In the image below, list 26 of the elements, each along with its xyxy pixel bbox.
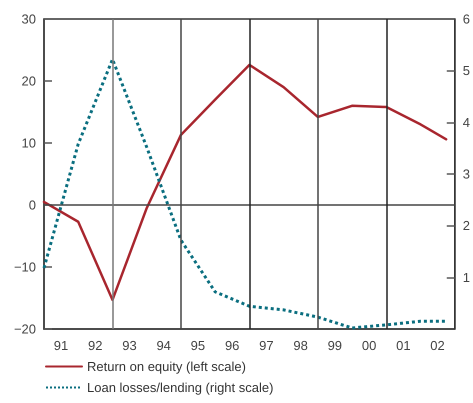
legend-label: Return on equity (left scale): [87, 359, 246, 374]
x-tick-label: 93: [122, 338, 137, 353]
legend-label: Loan losses/lending (right scale): [87, 380, 274, 395]
y2-tick-label: 6: [462, 12, 470, 26]
y-tick-label: −10: [14, 260, 36, 274]
x-tick-label: 00: [362, 338, 376, 353]
x-tick-label: 98: [293, 338, 308, 353]
y2-tick-label: 4: [462, 114, 470, 130]
y2-tick-label: 1: [462, 270, 470, 285]
x-tick-label: 91: [54, 338, 68, 353]
x-tick-label: 99: [328, 338, 342, 353]
x-tick-label: 96: [224, 338, 240, 353]
y-tick-label: 20: [22, 74, 36, 88]
y-tick-label: 10: [22, 136, 36, 150]
y-tick-label: 30: [22, 12, 36, 26]
x-tick-label: 92: [88, 338, 102, 353]
y2-tick-label: 5: [462, 63, 470, 78]
y-tick-label: −20: [14, 322, 36, 336]
x-tick-label: 01: [396, 338, 411, 353]
x-tick-label: 02: [430, 338, 445, 353]
x-tick-label: 94: [156, 338, 171, 353]
x-tick-label: 95: [190, 338, 206, 353]
x-tick-label: 97: [259, 338, 274, 353]
y2-tick-label: 3: [462, 166, 470, 182]
y-tick-label: 0: [28, 198, 36, 212]
y2-tick-label: 2: [462, 218, 470, 234]
